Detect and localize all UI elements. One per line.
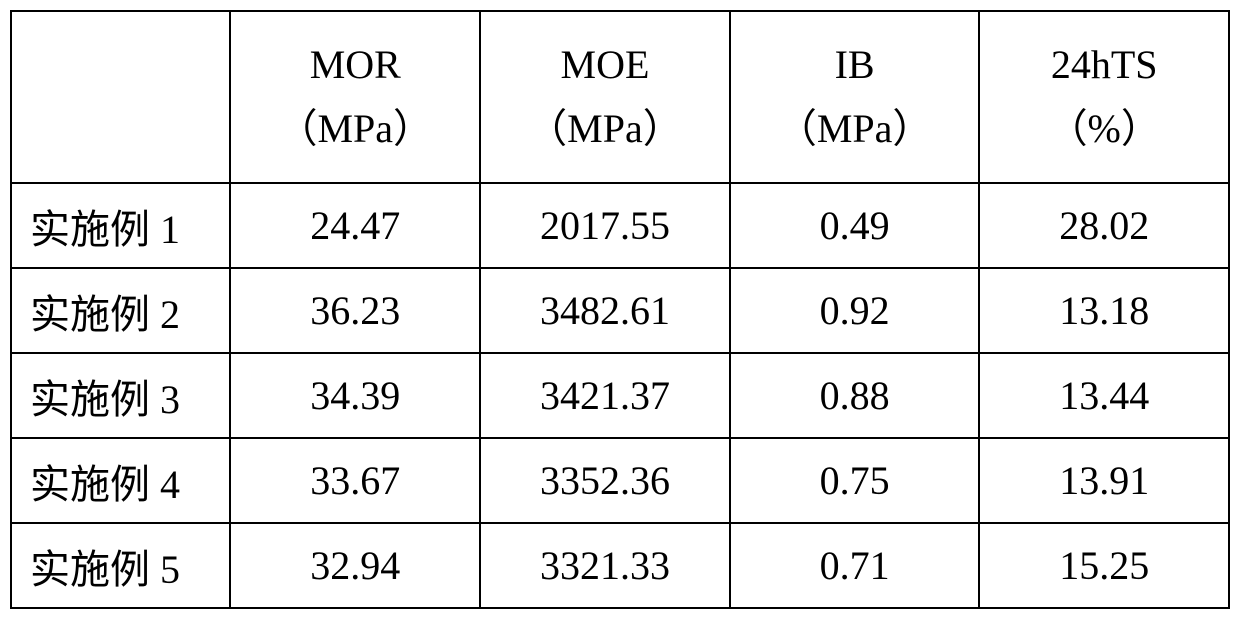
header-line2 <box>12 97 229 115</box>
cell-24hts: 13.18 <box>979 268 1229 353</box>
table-row: 实施例 5 32.94 3321.33 0.71 15.25 <box>11 523 1229 608</box>
header-24hts: 24hTS （%） <box>979 11 1229 183</box>
cell-mor: 36.23 <box>230 268 480 353</box>
table-row: 实施例 2 36.23 3482.61 0.92 13.18 <box>11 268 1229 353</box>
header-line1: 24hTS <box>980 15 1228 97</box>
header-line1 <box>12 79 229 97</box>
cell-moe: 2017.55 <box>480 183 730 268</box>
header-mor: MOR （MPa） <box>230 11 480 183</box>
cell-mor: 33.67 <box>230 438 480 523</box>
cell-mor: 24.47 <box>230 183 480 268</box>
header-line2: （%） <box>980 97 1228 179</box>
cell-ib: 0.88 <box>730 353 980 438</box>
row-label: 实施例 3 <box>11 353 230 438</box>
row-label: 实施例 5 <box>11 523 230 608</box>
cell-ib: 0.92 <box>730 268 980 353</box>
header-moe: MOE （MPa） <box>480 11 730 183</box>
cell-ib: 0.71 <box>730 523 980 608</box>
cell-moe: 3482.61 <box>480 268 730 353</box>
cell-ib: 0.49 <box>730 183 980 268</box>
header-line1: IB <box>731 15 979 97</box>
header-line1: MOR <box>231 15 479 97</box>
table-row: 实施例 1 24.47 2017.55 0.49 28.02 <box>11 183 1229 268</box>
cell-moe: 3321.33 <box>480 523 730 608</box>
cell-24hts: 28.02 <box>979 183 1229 268</box>
header-empty <box>11 11 230 183</box>
cell-moe: 3421.37 <box>480 353 730 438</box>
cell-24hts: 15.25 <box>979 523 1229 608</box>
row-label: 实施例 2 <box>11 268 230 353</box>
header-line2: （MPa） <box>231 97 479 179</box>
table-header-row: MOR （MPa） MOE （MPa） IB （MPa） 24hTS （%） <box>11 11 1229 183</box>
data-table-container: MOR （MPa） MOE （MPa） IB （MPa） 24hTS （%） <box>10 10 1230 609</box>
header-line2: （MPa） <box>481 97 729 179</box>
cell-24hts: 13.91 <box>979 438 1229 523</box>
data-table: MOR （MPa） MOE （MPa） IB （MPa） 24hTS （%） <box>10 10 1230 609</box>
cell-mor: 34.39 <box>230 353 480 438</box>
cell-moe: 3352.36 <box>480 438 730 523</box>
cell-ib: 0.75 <box>730 438 980 523</box>
row-label: 实施例 4 <box>11 438 230 523</box>
table-row: 实施例 3 34.39 3421.37 0.88 13.44 <box>11 353 1229 438</box>
cell-24hts: 13.44 <box>979 353 1229 438</box>
header-ib: IB （MPa） <box>730 11 980 183</box>
header-line2: （MPa） <box>731 97 979 179</box>
row-label: 实施例 1 <box>11 183 230 268</box>
table-row: 实施例 4 33.67 3352.36 0.75 13.91 <box>11 438 1229 523</box>
cell-mor: 32.94 <box>230 523 480 608</box>
header-line1: MOE <box>481 15 729 97</box>
